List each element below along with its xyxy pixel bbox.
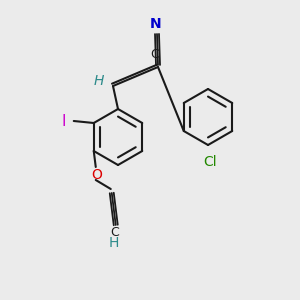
Text: C: C	[110, 226, 119, 238]
Text: H: H	[94, 74, 104, 88]
Text: Cl: Cl	[203, 155, 217, 169]
Text: N: N	[150, 17, 162, 31]
Text: H: H	[109, 236, 119, 250]
Text: I: I	[61, 113, 66, 128]
Text: O: O	[91, 168, 102, 182]
Text: C: C	[151, 49, 159, 62]
